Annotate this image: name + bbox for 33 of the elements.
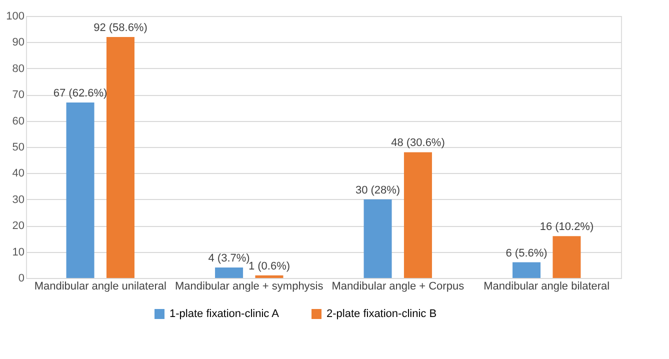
y-tick-label: 50 [12,142,24,154]
data-label: 16 (10.2%) [540,221,594,234]
y-tick-label: 70 [12,89,24,102]
data-label: 6 (5.6%) [506,247,548,260]
bar [552,236,581,278]
bar [215,268,244,278]
legend-label: 2-plate fixation-clinic B [326,308,437,320]
legend-label: 1-plate fixation-clinic A [170,308,280,320]
y-tick-label: 60 [12,115,24,128]
data-label: 30 (28%) [355,184,400,196]
data-label: 4 (3.7%) [208,252,250,265]
bar [255,275,284,278]
data-label: 67 (62.6%) [53,87,108,100]
y-tick-label: 20 [12,220,24,232]
y-tick-label: 40 [12,168,24,180]
data-label: 1 (0.6%) [248,260,290,272]
y-tick-label: 80 [12,62,24,75]
data-label: 48 (30.6%) [391,137,445,150]
bar [106,36,134,278]
y-tick-label: 100 [6,10,24,22]
y-tick-label: 0 [18,272,24,284]
bar [66,102,94,278]
y-tick-label: 10 [12,246,24,258]
y-tick-label: 90 [12,36,24,49]
bar [364,199,392,278]
data-label: 92 (58.6%) [94,22,148,34]
y-tick-label: 30 [12,194,24,206]
x-tick-label: Mandibular angle unilateral [34,280,166,292]
bar [512,262,541,278]
bar [404,152,432,278]
x-tick-label: Mandibular angle + Corpus [332,280,465,292]
x-tick-label: Mandibular angle bilateral [484,280,610,292]
x-tick-label: Mandibular angle + symphysis [174,280,324,292]
